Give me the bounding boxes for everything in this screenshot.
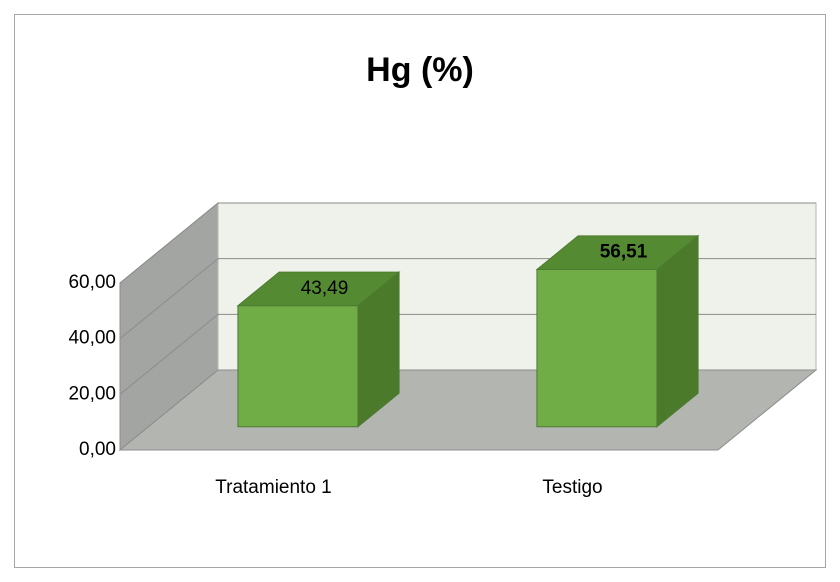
floor (118, 369, 818, 451)
y-tick-label: 20,00 (68, 383, 116, 404)
grid-line (119, 202, 816, 284)
value-label: 56,51 (600, 242, 648, 263)
chart-title: Hg (%) (366, 51, 474, 89)
value-label: 43,49 (301, 278, 349, 299)
bar-front (237, 305, 359, 428)
bar-front (536, 269, 658, 428)
bar (236, 271, 401, 428)
y-tick-label: 0,00 (79, 439, 116, 460)
bar (535, 234, 700, 428)
y-tick-label: 40,00 (68, 328, 116, 349)
y-tick-label: 60,00 (68, 272, 116, 293)
x-tick-label: Tratamiento 1 (215, 477, 332, 498)
walls (118, 201, 818, 452)
x-tick-label: Testigo (542, 477, 602, 498)
